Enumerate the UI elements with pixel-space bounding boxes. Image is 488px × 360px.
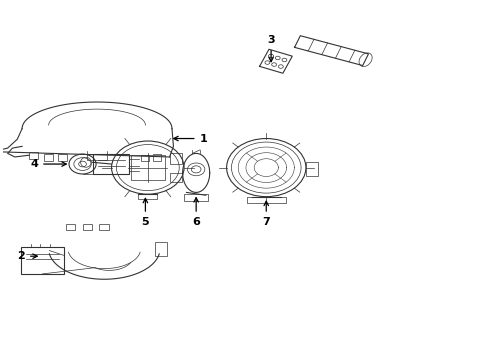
Bar <box>152 154 161 161</box>
Bar <box>58 154 67 161</box>
Text: 4: 4 <box>30 159 66 169</box>
Text: 6: 6 <box>192 198 200 227</box>
Bar <box>82 224 92 230</box>
Text: 7: 7 <box>262 201 269 227</box>
Bar <box>29 152 38 159</box>
Bar <box>44 154 53 161</box>
Bar <box>140 155 149 161</box>
Text: 2: 2 <box>17 251 37 261</box>
Text: 1: 1 <box>173 134 207 144</box>
Text: 5: 5 <box>142 198 149 227</box>
Bar <box>65 224 75 230</box>
Text: 3: 3 <box>267 35 274 62</box>
Bar <box>99 224 109 230</box>
